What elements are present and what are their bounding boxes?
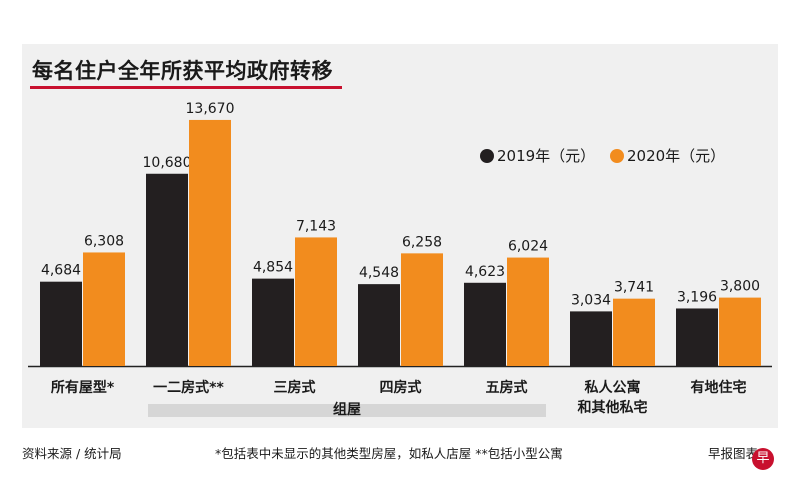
- bar-2020-3: [401, 253, 443, 366]
- value-label-2019-2: 4,854: [253, 260, 293, 276]
- title-underline: [30, 86, 342, 89]
- value-label-2019-6: 3,196: [677, 289, 717, 305]
- hdb-group-label: 组屋: [148, 403, 546, 417]
- bar-2019-6: [676, 308, 718, 366]
- zaobao-logo: 早: [752, 448, 774, 470]
- value-label-2019-0: 4,684: [41, 263, 81, 279]
- value-label-2019-5: 3,034: [571, 292, 611, 308]
- category-label-4: 五房式: [486, 379, 528, 396]
- source-note: 资料来源 / 统计局: [22, 446, 122, 461]
- chart-credit: 早报图表: [708, 446, 759, 461]
- bar-2019-3: [358, 284, 400, 366]
- value-label-2020-6: 3,800: [720, 279, 760, 295]
- category-label-0: 所有屋型*: [51, 379, 115, 396]
- bar-2020-6: [719, 297, 761, 366]
- category-label-3: 四房式: [380, 379, 422, 396]
- value-label-2020-5: 3,741: [614, 280, 654, 296]
- chart-title: 每名住户全年所获平均政府转移: [32, 59, 333, 83]
- legend-swatch-2020: [610, 148, 624, 163]
- bar-2019-4: [464, 282, 506, 366]
- bar-2019-2: [252, 278, 294, 366]
- value-label-2019-4: 4,623: [465, 264, 505, 280]
- bar-2020-0: [83, 252, 125, 366]
- bar-2019-1: [146, 173, 188, 366]
- bar-2020-5: [613, 298, 655, 366]
- footnote: *包括表中未显示的其他类型房屋，如私人店屋 **包括小型公寓: [215, 446, 563, 461]
- value-label-2020-2: 7,143: [296, 218, 336, 234]
- bar-2019-0: [40, 281, 82, 366]
- legend-swatch-2019: [480, 148, 494, 163]
- category-label-5-line1: 和其他私宅: [578, 399, 648, 416]
- value-label-2020-3: 6,258: [402, 234, 442, 250]
- bar-2020-1: [189, 119, 231, 366]
- legend-item-2020: 2020年（元）: [610, 145, 725, 166]
- bar-2020-2: [295, 237, 337, 366]
- legend-label-2019: 2019年（元）: [497, 147, 596, 165]
- category-label-6: 有地住宅: [691, 379, 747, 396]
- category-label-1: 一二房式**: [153, 379, 224, 396]
- bar-2019-5: [570, 311, 612, 366]
- value-label-2020-0: 6,308: [84, 233, 124, 249]
- value-label-2019-1: 10,680: [143, 155, 192, 171]
- bar-2020-4: [507, 257, 549, 366]
- legend-item-2019: 2019年（元）: [480, 145, 595, 166]
- value-label-2020-1: 13,670: [186, 101, 235, 117]
- value-label-2020-4: 6,024: [508, 239, 548, 255]
- category-label-2: 三房式: [274, 379, 316, 396]
- category-label-5-line0: 私人公寓: [585, 379, 641, 396]
- legend-label-2020: 2020年（元）: [627, 147, 726, 165]
- value-label-2019-3: 4,548: [359, 265, 399, 281]
